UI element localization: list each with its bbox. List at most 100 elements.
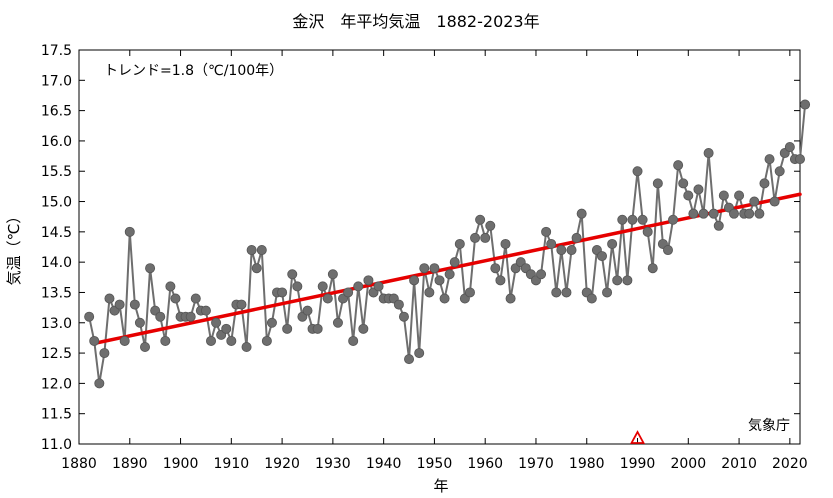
data-point [546,238,557,249]
data-point [140,342,151,353]
y-tick-label: 11.5 [41,407,72,423]
data-point [561,287,572,298]
y-tick-label: 13.0 [41,316,72,332]
data-point [662,245,673,256]
data-point [99,348,110,359]
x-tick-label: 1970 [518,456,554,472]
x-axis-ticks: 1880 1890 1900 1910 1920 1930 1940 1950 1960 1970… [61,50,808,472]
data-point [226,335,237,346]
data-point [647,263,658,274]
data-point [607,238,618,249]
relocation-marker-icon [630,430,646,444]
data-point [683,190,694,201]
data-point [322,293,333,304]
data-point [596,251,607,262]
data-point [586,293,597,304]
data-point [185,311,196,322]
data-point [104,293,115,304]
y-tick-label: 11.0 [41,437,72,453]
data-point [612,275,623,286]
y-tick-label: 14.5 [41,225,72,241]
y-tick-label: 12.0 [41,376,72,392]
data-point [480,232,491,243]
x-tick-label: 1960 [467,456,503,472]
x-tick-label: 1920 [264,456,300,472]
data-point [784,141,795,152]
data-point [124,226,135,237]
x-tick-label: 2010 [721,456,757,472]
data-point [119,335,130,346]
x-tick-label: 1910 [214,456,250,472]
data-point [206,335,217,346]
y-tick-label: 12.5 [41,346,72,362]
y-axis-ticks: 11.0 11.5 12.0 12.5 13.0 13.5 14.0 14.5 15.0 15.5… [41,43,800,453]
data-point [749,196,760,207]
data-point [256,245,267,256]
plot-frame [78,49,801,445]
data-point [241,342,252,353]
data-point [200,305,211,316]
data-point [678,178,689,189]
data-point [414,348,425,359]
data-point [536,269,547,280]
data-point [266,317,277,328]
data-point [312,323,323,334]
y-tick-label: 16.5 [41,104,72,120]
data-point [211,317,222,328]
data-point [444,269,455,280]
data-point [170,293,181,304]
data-point [317,281,328,292]
data-point [490,263,501,274]
data-point [764,154,775,165]
data-point [744,208,755,219]
source-label: 気象庁 [748,418,790,434]
data-point [800,99,811,110]
data-point [454,238,465,249]
data-point [246,245,257,256]
data-point [774,166,785,177]
data-point [221,323,232,334]
data-point [449,257,460,268]
data-point [419,263,430,274]
data-point [708,208,719,219]
data-point [94,378,105,389]
data-point [114,299,125,310]
data-point [429,263,440,274]
data-point [434,275,445,286]
x-tick-label: 1890 [112,456,148,472]
data-point [282,323,293,334]
y-tick-label: 15.0 [41,195,72,211]
data-point [617,214,628,225]
x-tick-label: 1930 [315,456,351,472]
data-point [688,208,699,219]
data-point [652,178,663,189]
data-point [718,190,729,201]
data-point [673,160,684,171]
y-tick-label: 13.5 [41,285,72,301]
data-point [145,263,156,274]
data-point [134,317,145,328]
trend-annotation: トレンド=1.8（℃/100年） [104,63,283,79]
data-point [495,275,506,286]
x-tick-label: 1980 [569,456,605,472]
data-point [363,275,374,286]
data-point [795,154,806,165]
data-point [632,166,643,177]
data-point [292,281,303,292]
data-point [332,317,343,328]
y-tick-label: 16.0 [41,134,72,150]
y-tick-label: 17.0 [41,73,72,89]
data-point [129,299,140,310]
y-tick-label: 14.0 [41,255,72,271]
data-point [566,245,577,256]
data-point [642,226,653,237]
data-point [769,196,780,207]
data-point [343,287,354,298]
data-point [160,335,171,346]
data-point [190,293,201,304]
data-point [698,208,709,219]
x-tick-label: 1900 [163,456,199,472]
data-point [627,214,638,225]
data-point [84,311,95,322]
chart-title: 金沢 年平均気温 1882-2023年 [292,12,539,31]
